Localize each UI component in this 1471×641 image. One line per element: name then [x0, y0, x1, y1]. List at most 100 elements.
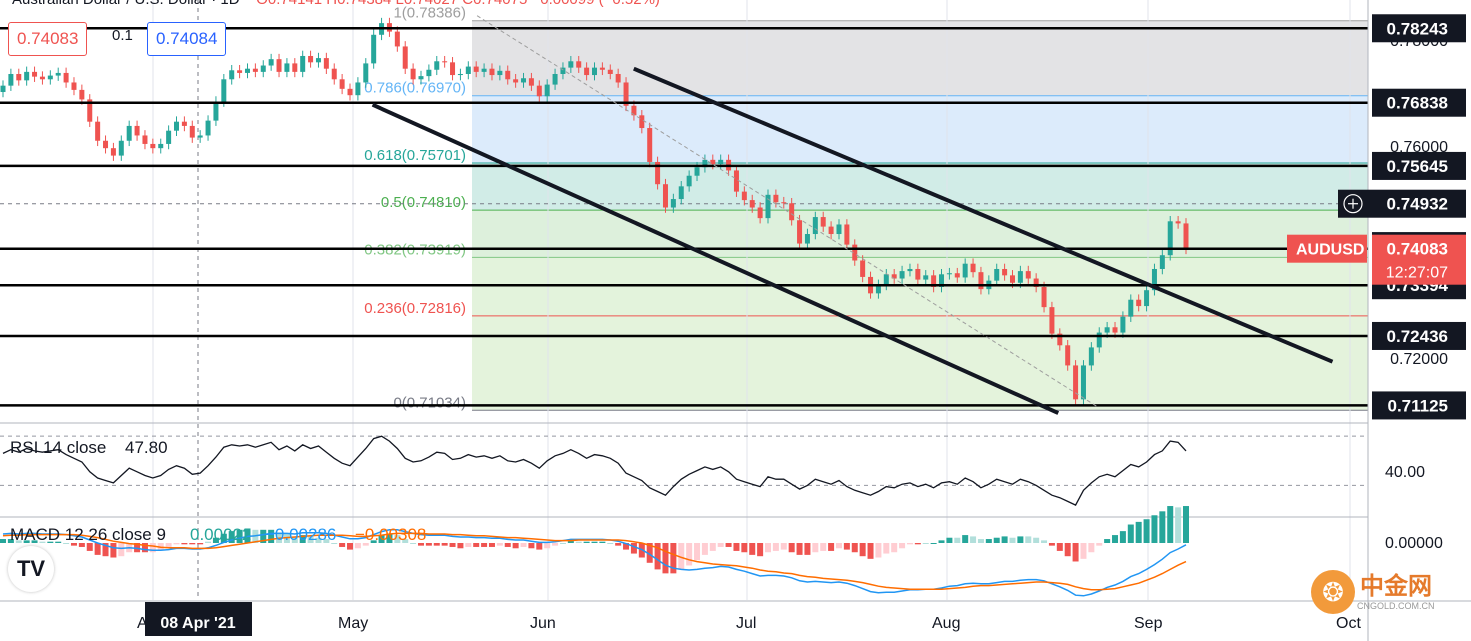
axis-price-tag	[1372, 151, 1466, 180]
candle	[418, 76, 424, 80]
tradingview-logo[interactable]: TV	[8, 546, 54, 592]
candle	[315, 58, 321, 63]
macd-histogram-bar	[39, 541, 46, 543]
macd-histogram-bar	[528, 543, 535, 549]
candle	[694, 167, 700, 176]
candle	[836, 224, 842, 235]
macd-histogram-bar	[906, 543, 913, 545]
macd-histogram-bar	[236, 529, 243, 543]
macd-histogram-bar	[78, 543, 85, 547]
macd-histogram-bar	[331, 543, 338, 544]
macd-histogram-bar	[1119, 531, 1126, 543]
macd-histogram-bar	[425, 543, 432, 546]
candle	[1159, 255, 1165, 269]
sell-button[interactable]: 0.74083	[8, 22, 88, 56]
macd-histogram-bar	[701, 543, 708, 555]
macd-histogram-bar	[1056, 543, 1063, 551]
macd-histogram-bar	[283, 533, 290, 543]
macd-histogram-bar	[1143, 519, 1150, 543]
candle	[79, 89, 85, 100]
candle	[450, 62, 456, 76]
candle	[284, 63, 290, 72]
macd-histogram-bar	[859, 543, 866, 557]
candle	[804, 234, 810, 244]
candle	[812, 217, 818, 235]
candle	[457, 73, 463, 76]
macd-histogram-bar	[938, 540, 945, 543]
macd-histogram-bar	[977, 539, 984, 543]
macd-histogram-bar	[765, 543, 772, 553]
macd-histogram-bar	[370, 540, 377, 543]
candle	[915, 268, 921, 280]
candle	[426, 69, 432, 77]
macd-histogram-bar	[157, 543, 164, 550]
macd-histogram-bar	[607, 543, 614, 544]
fib-level-label: 0.618(0.75701)	[364, 147, 466, 164]
macd-histogram-bar	[599, 541, 606, 543]
candle	[607, 69, 613, 74]
fib-level-label: 0.5(0.74810)	[381, 194, 466, 211]
fib-level-label: 0.786(0.76970)	[364, 80, 466, 97]
candle	[292, 63, 298, 72]
rsi-y-tick: 40.00	[1385, 464, 1425, 481]
macd-histogram-bar	[339, 543, 346, 547]
macd-histogram-bar	[102, 543, 109, 557]
macd-histogram-bar	[457, 543, 464, 549]
candle	[347, 88, 353, 96]
macd-histogram-bar	[922, 543, 929, 544]
axis-price-tag	[1372, 88, 1466, 117]
buy-button[interactable]: 0.74084	[147, 22, 227, 56]
macd-histogram-bar	[449, 543, 456, 547]
candle	[363, 63, 369, 83]
macd-histogram-bar	[591, 541, 598, 543]
x-tick-label: May	[338, 615, 368, 632]
macd-histogram-bar	[7, 539, 14, 543]
candle	[939, 274, 945, 288]
rsi-label: RSI 14 close	[10, 438, 106, 457]
candle	[174, 121, 180, 131]
candle	[87, 99, 93, 122]
macd-histogram-bar	[149, 543, 156, 553]
fib-zone	[472, 210, 1368, 258]
macd-histogram-bar	[63, 543, 70, 544]
macd-histogram-bar	[512, 543, 519, 549]
macd-histogram-bar	[47, 541, 54, 543]
macd-histogram-bar	[670, 543, 677, 574]
macd-histogram-bar	[780, 543, 787, 550]
macd-histogram-bar	[473, 543, 480, 547]
macd-label: MACD 12 26 close 9	[10, 525, 166, 544]
macd-histogram-bar	[70, 543, 77, 546]
macd-histogram-bar	[1159, 511, 1166, 543]
macd-histogram-bar	[678, 543, 685, 570]
macd-histogram-bar	[197, 543, 204, 545]
fib-level-label: 0(0.71034)	[393, 394, 466, 411]
macd-histogram-bar	[1064, 543, 1071, 557]
candle	[875, 284, 881, 294]
macd-histogram-bar	[1151, 515, 1158, 543]
macd-histogram-bar	[725, 543, 732, 547]
candle	[1128, 299, 1134, 317]
candle	[16, 73, 22, 81]
candle	[615, 73, 621, 83]
crosshair-price-tag	[1338, 189, 1466, 218]
candle	[142, 135, 148, 144]
candle	[789, 203, 795, 221]
macd-histogram-bar	[623, 543, 630, 550]
macd-histogram-bar	[552, 543, 559, 546]
candle	[95, 121, 101, 141]
macd-histogram-bar	[883, 543, 890, 554]
candle	[181, 121, 187, 126]
macd-histogram-bar	[212, 537, 219, 543]
candle	[1144, 290, 1150, 307]
candle	[260, 65, 266, 72]
candle	[189, 125, 195, 138]
candle	[497, 70, 503, 76]
candle	[229, 70, 235, 80]
macd-histogram-bar	[118, 543, 125, 557]
macd-histogram-bar	[717, 543, 724, 547]
candle	[237, 70, 243, 73]
macd-histogram-bar	[946, 537, 953, 543]
fib-level-label: 1(0.78386)	[393, 5, 466, 22]
macd-histogram-bar	[0, 539, 6, 543]
